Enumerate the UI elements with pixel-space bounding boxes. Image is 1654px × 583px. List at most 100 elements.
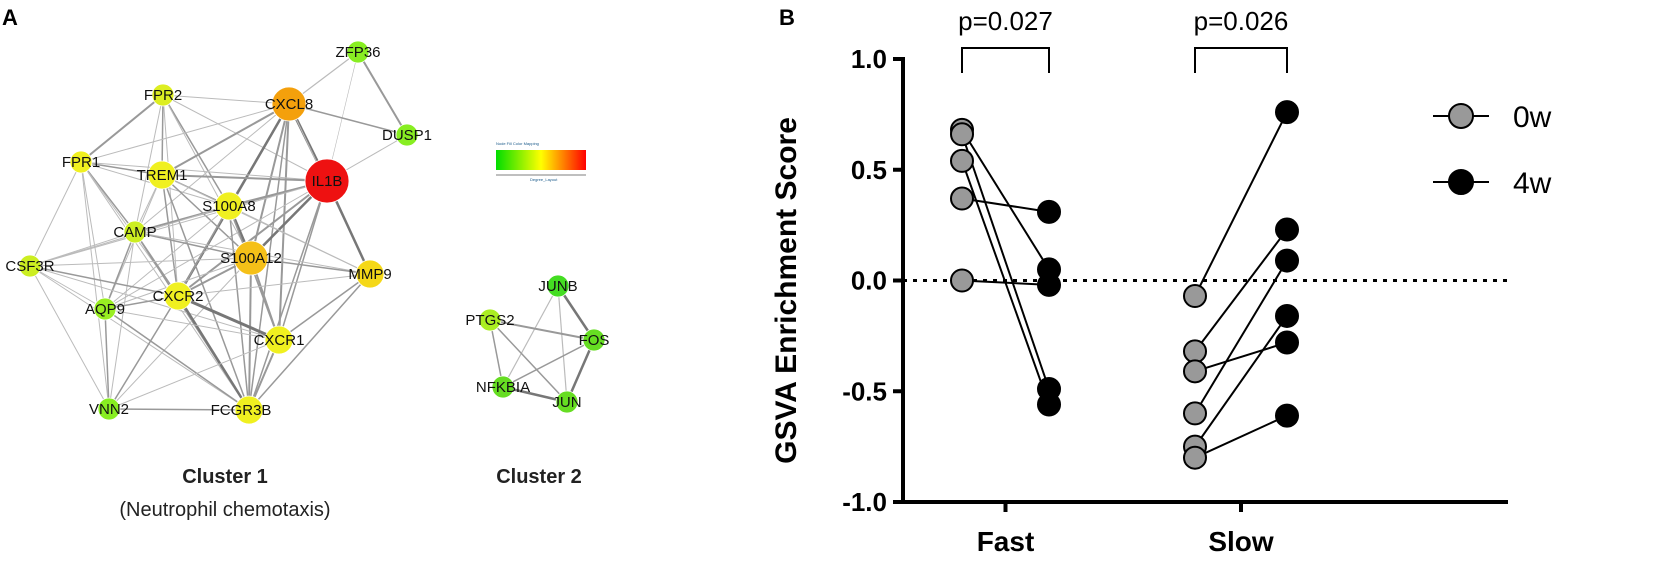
edge-csf3r-cxcr1 (29, 265, 280, 341)
edge-csf3r-vnn2 (29, 265, 110, 410)
y-axis-title: GSVA Enrichment Score (770, 117, 803, 464)
point-4w (1275, 100, 1299, 125)
y-tick-label: -0.5 (842, 376, 887, 406)
edge-camp-s100a12 (134, 231, 252, 259)
edge-cxcr2-fcgr3b (176, 295, 251, 411)
point-4w (1275, 217, 1299, 242)
edge-fpr1-aqp9 (80, 161, 106, 310)
edge-fpr2-camp (134, 94, 164, 233)
edge-il1b-csf3r (29, 180, 328, 267)
pair-line (1194, 228, 1288, 352)
node-circle (491, 375, 515, 399)
node-ptgs2: PTGS2 (465, 308, 515, 332)
node-circle (264, 325, 294, 355)
edge-s100a8-aqp9 (104, 205, 230, 310)
node-circle (93, 297, 117, 321)
point-0w (1183, 445, 1207, 470)
node-circle (214, 191, 244, 221)
pair-line (961, 129, 1050, 270)
node-label: NFKBIA (476, 379, 530, 396)
p-value-label: p=0.026 (1194, 6, 1289, 36)
cluster1-title: Cluster 1 (182, 466, 268, 488)
node-circle (555, 390, 579, 414)
cluster2-title: Cluster 2 (496, 466, 582, 488)
node-circle (234, 395, 264, 425)
network-nodes: ZFP36 FPR2 CXCL8 DUSP1 FPR1 TREM1 IL1B S100A8 CA… (5, 40, 610, 425)
edge-cxcl8-cxcr1 (278, 103, 290, 341)
pair-slow-3 (1183, 330, 1299, 384)
node-label: CAMP (113, 224, 156, 241)
node-label: AQP9 (85, 301, 125, 318)
node-fpr2: FPR2 (144, 83, 182, 107)
node-aqp9: AQP9 (85, 297, 125, 321)
node-nfkbia: NFKBIA (476, 375, 530, 399)
edge-cxcl8-s100a12 (250, 103, 290, 259)
pair-line (1194, 111, 1288, 297)
color-mapping-title: Node Fill Color Mapping (496, 141, 539, 146)
pair-slow-4 (1183, 248, 1299, 426)
point-0w (1183, 359, 1207, 384)
edge-junb-jun (557, 285, 568, 403)
pair-line (961, 197, 1050, 213)
node-circle (304, 158, 350, 204)
color-mapping-gradient (496, 150, 586, 170)
node-jun: JUN (552, 390, 582, 414)
node-label: VNN2 (89, 401, 129, 418)
node-zfp36: ZFP36 (335, 40, 381, 64)
node-cxcr1: CXCR1 (254, 325, 304, 355)
color-mapping-axis-label: Degree_Layout (530, 177, 558, 182)
edge-camp-aqp9 (104, 231, 136, 310)
point-0w (1183, 401, 1207, 426)
node-label: FPR1 (62, 154, 100, 171)
node-label: IL1B (312, 173, 343, 190)
edge-il1b-fcgr3b (248, 180, 328, 411)
node-csf3r: CSF3R (5, 254, 55, 278)
x-tick-label-slow: Slow (1208, 526, 1274, 557)
edge-aqp9-vnn2 (104, 308, 110, 410)
point-4w (1275, 248, 1299, 273)
x-tick-label-fast: Fast (977, 526, 1035, 557)
node-label: MMP9 (348, 266, 391, 283)
edge-s100a12-csf3r (29, 257, 252, 267)
node-trem1: TREM1 (137, 160, 187, 190)
pair-slow-6 (1183, 403, 1299, 470)
p-value-bracket-slow: p=0.026 (1194, 6, 1289, 73)
edge-cxcl8-trem1 (161, 103, 290, 176)
node-circle (395, 123, 419, 147)
edge-camp-csf3r (29, 231, 136, 267)
node-label: FOS (579, 332, 610, 349)
edge-s100a12-vnn2 (108, 257, 252, 410)
edge-il1b-cxcr1 (278, 180, 328, 341)
y-tick-label: 0.5 (851, 155, 887, 185)
edge-cxcl8-fcgr3b (248, 103, 290, 411)
point-0w (950, 148, 974, 173)
pair-line (1194, 341, 1288, 373)
edge-zfp36-dusp1 (357, 51, 408, 136)
node-label: PTGS2 (465, 312, 514, 329)
edge-junb-nfkbia (502, 285, 559, 388)
node-vnn2: VNN2 (89, 397, 129, 421)
node-circle (582, 328, 606, 352)
edge-fos-nfkbia (502, 339, 595, 388)
edge-cxcl8-fpr1 (80, 103, 290, 163)
edge-fpr2-s100a8 (162, 94, 230, 207)
node-cxcl8: CXCL8 (265, 86, 313, 122)
edge-dusp1-cxcl8 (288, 103, 408, 136)
pair-line (1194, 315, 1288, 448)
edge-vnn2-fcgr3b (108, 408, 250, 411)
node-label: S100A12 (220, 250, 282, 267)
edge-il1b-aqp9 (104, 180, 328, 310)
node-circle (546, 274, 570, 298)
edge-mmp9-cxcr2 (177, 273, 371, 297)
node-label: FCGR3B (211, 402, 272, 419)
node-camp: CAMP (113, 220, 157, 244)
edge-il1b-cxcr2 (177, 180, 328, 297)
legend-label: 0w (1513, 101, 1552, 134)
edge-mmp9-cxcr1 (278, 273, 371, 341)
node-circle (478, 308, 502, 332)
pair-line (1194, 260, 1288, 414)
edge-fpr1-il1b (80, 161, 328, 182)
edge-fpr2-fpr1 (80, 94, 164, 163)
pair-fast-4 (950, 186, 1061, 224)
enrichment-chart: 1.0 0.5 0.0 -0.5 -1.0 GSVA Enrichment Score Fa… (770, 6, 1552, 557)
